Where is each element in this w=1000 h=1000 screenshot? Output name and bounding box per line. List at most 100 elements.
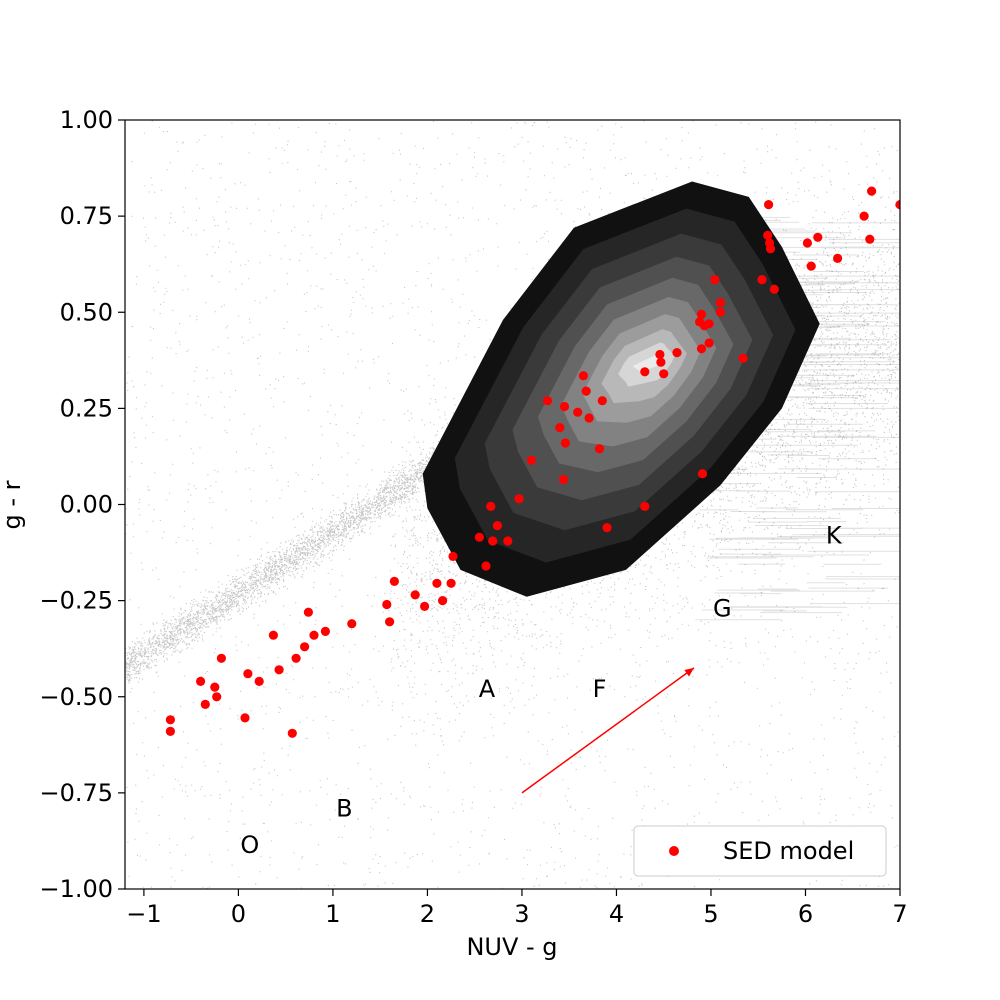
sed-model-point: [655, 349, 665, 360]
x-tick-label: 3: [514, 900, 529, 928]
sed-model-point: [769, 284, 779, 294]
legend-box: [633, 825, 887, 877]
y-tick-label: 0.25: [60, 394, 113, 422]
x-tick-label: 6: [798, 900, 813, 928]
sed-model-point: [410, 590, 420, 600]
x-tick-label: 0: [231, 900, 246, 928]
sed-model-point: [715, 307, 726, 317]
sed-model-point: [578, 371, 589, 381]
y-tick-label: 1.00: [60, 106, 113, 134]
y-axis-ticks: −1.00 −0.75 −0.50 −0.25 0.00 0.25 0.50 0.75 1.00: [39, 106, 125, 903]
sed-model-point: [420, 601, 430, 612]
sed-model-point: [300, 642, 310, 652]
spectral-class-labels: O B A F G K: [240, 521, 843, 859]
sed-model-point: [833, 253, 843, 263]
sed-model-point: [594, 444, 605, 454]
sed-model-point: [347, 619, 357, 629]
sed-model-point: [254, 676, 264, 687]
sed-model-point: [389, 576, 399, 587]
x-tick-label: 5: [703, 900, 718, 928]
y-tick-label: −0.50: [39, 683, 113, 711]
sed-model-points: [165, 186, 900, 738]
arrow-shaft: [521, 667, 695, 794]
y-tick-label: −1.00: [39, 875, 113, 903]
sed-model-point: [196, 676, 206, 687]
sed-model-point: [542, 396, 553, 406]
sed-model-point: [867, 186, 877, 196]
sed-model-point: [200, 699, 210, 710]
sed-model-point: [672, 348, 682, 358]
x-tick-label: 1: [325, 900, 340, 928]
sed-model-point: [492, 521, 502, 531]
sed-model-point: [514, 494, 524, 504]
sed-model-point: [859, 211, 869, 221]
y-tick-label: 0.00: [60, 491, 113, 519]
sed-model-point: [438, 596, 448, 606]
sed-model-point: [488, 536, 498, 546]
sed-model-point: [757, 275, 767, 285]
y-tick-label: 0.75: [60, 202, 113, 230]
class-label-A: A: [479, 675, 496, 703]
sed-model-point: [320, 626, 330, 637]
sed-model-point: [659, 369, 669, 379]
sed-model-point: [560, 438, 571, 448]
sed-model-point: [555, 423, 565, 433]
sed-model-point: [240, 713, 250, 723]
sed-model-point: [486, 501, 496, 511]
sed-model-point: [503, 536, 513, 546]
sed-model-point: [581, 386, 591, 396]
x-axis-ticks: −1 0 1 2 3 4 5 6 7: [126, 889, 908, 928]
y-tick-label: −0.75: [39, 779, 113, 807]
class-label-G: G: [713, 594, 732, 622]
arrow-head: [684, 667, 694, 677]
sed-model-point: [813, 232, 823, 242]
sed-model-point: [765, 244, 776, 254]
sed-model-point: [216, 653, 226, 663]
sed-model-point: [309, 630, 319, 640]
sed-model-point: [274, 665, 284, 675]
sed-model-point: [382, 599, 392, 610]
sed-model-point: [704, 338, 714, 348]
sed-model-point: [243, 669, 253, 679]
y-axis-label: g - r: [0, 480, 26, 529]
sed-model-point: [764, 200, 774, 210]
sed-model-point: [763, 230, 773, 240]
x-tick-label: −1: [126, 900, 161, 928]
sed-model-point: [806, 261, 816, 271]
sed-model-point: [738, 353, 748, 363]
y-tick-label: −0.25: [39, 587, 113, 615]
sed-model-point: [697, 469, 708, 479]
sed-model-point: [303, 607, 313, 617]
sed-model-point: [212, 692, 222, 702]
sed-model-point: [696, 309, 707, 319]
sed-model-point: [715, 298, 726, 308]
sed-model-point: [704, 319, 714, 329]
sed-model-point: [656, 357, 666, 367]
sed-model-point: [584, 413, 594, 423]
legend: SED model: [633, 825, 887, 877]
sed-model-point: [559, 401, 570, 412]
sed-model-point: [526, 455, 537, 465]
sed-model-point: [802, 238, 813, 248]
sed-model-point: [573, 407, 583, 417]
sed-model-point: [558, 474, 569, 485]
legend-marker: [669, 846, 679, 856]
sed-model-point: [640, 367, 650, 377]
sed-model-point: [448, 551, 458, 562]
sed-model-point: [291, 653, 301, 663]
sed-model-point: [287, 728, 297, 738]
sed-model-point: [895, 200, 900, 210]
x-tick-label: 2: [420, 900, 435, 928]
x-tick-label: 7: [892, 900, 907, 928]
sed-model-point: [481, 561, 491, 571]
sed-model-point: [696, 344, 707, 354]
sed-model-point: [165, 715, 175, 725]
sed-model-point: [865, 234, 875, 244]
class-label-K: K: [826, 521, 843, 549]
sed-model-point: [268, 630, 278, 640]
x-tick-label: 4: [609, 900, 624, 928]
sed-model-point: [165, 726, 175, 737]
reddening-arrow: [521, 667, 695, 794]
sed-model-point: [597, 396, 607, 406]
